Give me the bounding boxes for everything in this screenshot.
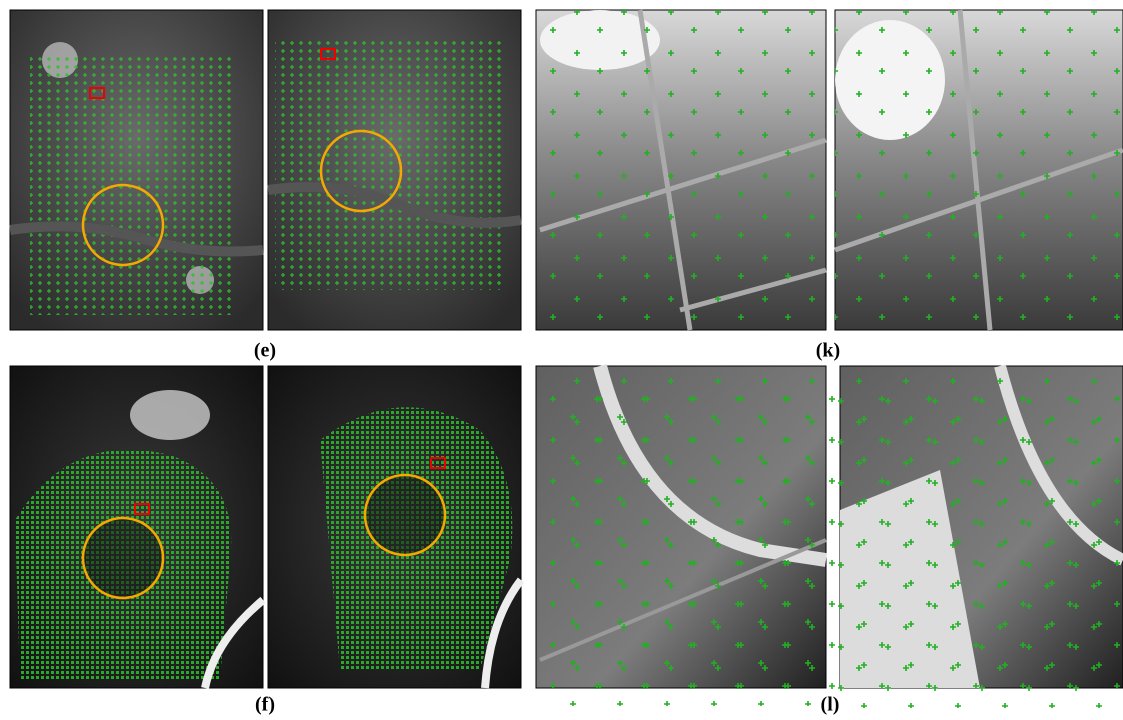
image-l-left <box>536 366 846 706</box>
image-k-right <box>835 10 1123 330</box>
panel-label: (l) <box>821 694 840 716</box>
image-l-right <box>822 366 1123 708</box>
image-e-right <box>268 10 521 330</box>
panel-label: (k) <box>816 340 840 362</box>
image-f-left <box>10 366 263 688</box>
panel-label: (f) <box>255 694 275 716</box>
image-f-right <box>268 366 521 688</box>
panel-label: (e) <box>254 340 276 362</box>
figure: (e) (k) (f) <box>0 0 1123 720</box>
image-e-left <box>10 10 263 330</box>
image-k-left <box>536 10 826 330</box>
